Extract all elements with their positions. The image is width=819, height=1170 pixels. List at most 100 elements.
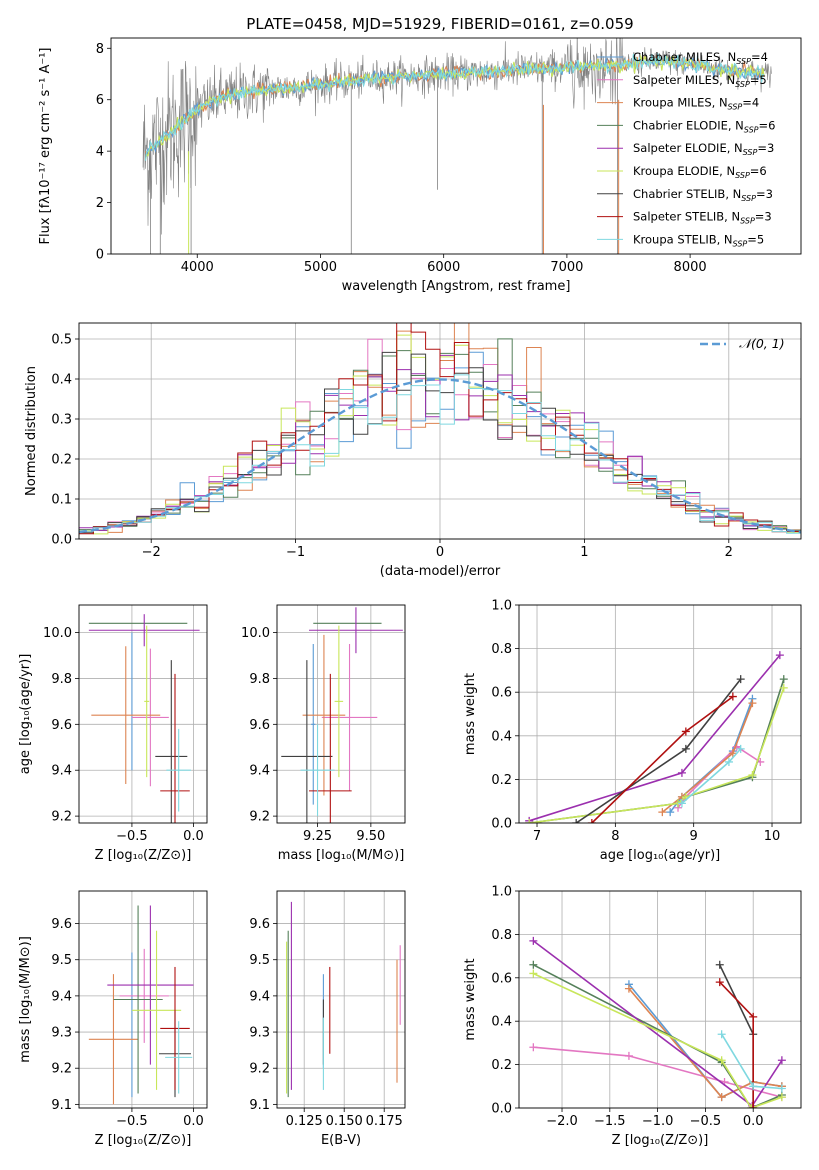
mass_weight_vs_age-ytick-label: 0.0 [491, 817, 512, 832]
mass_vs_ebv-xtick-label: 0.125 [286, 1114, 323, 1129]
mass-weight-marker-kroupa_elodie [529, 969, 538, 978]
spectrum-plot: 4000 5000 6000 7000 8000 0 2 4 6 8 wavelength [Ang… [38, 37, 802, 294]
age_vs_Z-ylabel: age [log₁₀(age/yr)] [18, 654, 33, 775]
mass_weight_vs_Z-ytick-label: 0.2 [491, 1058, 512, 1073]
mass_weight_vs_Z-xtick-label: 0.0 [743, 1114, 764, 1129]
mass-weight-marker-kroupa_elodie [748, 771, 757, 780]
mass_weight_vs_Z-xtick-label: −1.0 [642, 1114, 674, 1129]
legend-label-chabrier_elodie: Chabrier ELODIE, NSSP=6 [633, 118, 775, 134]
residuals-ytick-label: 0.1 [51, 493, 72, 508]
mass_vs_ebv-ytick-label: 9.6 [249, 917, 270, 932]
mass_vs_ebv-ytick-label: 9.1 [249, 1098, 270, 1113]
legend-label-kroupa_miles: Kroupa MILES, NSSP=4 [633, 96, 759, 112]
age-vs-mass-plot: 9.25 9.50 9.2 9.4 9.6 9.8 10.0 mass [log₁₀(M/M⊙… [241, 604, 406, 863]
residuals-ytick-label: 0.3 [51, 413, 72, 428]
spectrum-xtick-label: 6000 [427, 260, 460, 275]
mass-weight-marker-kroupa_stelib [677, 799, 686, 808]
age_vs_Z-frame [78, 604, 208, 824]
age_vs_Z-ytick-label: 9.6 [51, 718, 72, 733]
mass_weight_vs_Z-xlabel: Z [log₁₀(Z/Z⊙)] [612, 1133, 709, 1148]
residuals-xlabel: (data-model)/error [380, 564, 501, 579]
mass_vs_ebv-xtick-label: 0.175 [366, 1114, 403, 1129]
mass_vs_Z-ytick-label: 9.5 [51, 953, 72, 968]
mass-weight-line-kroupa_elodie [532, 972, 783, 1108]
mass-weight-marker-kroupa_stelib [736, 744, 745, 753]
mass_weight_vs_age-xtick-label: 8 [611, 829, 619, 844]
age_vs_Z-ytick-label: 9.2 [51, 810, 72, 825]
mass_vs_Z-ytick-label: 9.3 [51, 1026, 72, 1041]
age-vs-metallicity-plot: −0.5 0.0 9.2 9.4 9.6 9.8 10.0 Z [log₁₀(Z/Z⊙)] ag… [18, 604, 208, 863]
mass_weight_vs_age-frame [518, 604, 802, 824]
mass-weight-marker-salpeter_elodie [677, 768, 686, 777]
residuals-ytick-label: 0.0 [51, 533, 72, 548]
age_vs_mass-ytick-label: 9.2 [249, 810, 270, 825]
mass_weight_vs_Z-plot-area [529, 936, 786, 1108]
residuals-histogram: −2 −1 0 1 2 0.0 0.1 0.2 0.3 0.4 0.5 (data-model)/er… [24, 322, 802, 579]
mass-weight-marker-kroupa_elodie [779, 683, 788, 692]
mass-weight-marker-kroupa_elodie [717, 1056, 726, 1065]
mass-weight-marker-chabrier_stelib [736, 675, 745, 684]
mass_vs_ebv-ytick-label: 9.2 [249, 1062, 270, 1077]
spectrum-plot-area [142, 38, 772, 254]
mass_weight_vs_age-xtick-label: 7 [533, 829, 541, 844]
mass_vs_ebv-ytick-label: 9.4 [249, 989, 270, 1004]
mass_vs_ebv-frame [276, 890, 406, 1109]
spectrum-model-line-kroupa_stelib [144, 53, 765, 161]
mass-vs-ebv-plot: 0.125 0.150 0.175 9.1 9.2 9.3 9.4 9.5 9.6 E(B-V) [249, 890, 406, 1148]
mass_weight_vs_age-ytick-label: 0.2 [491, 773, 512, 788]
spectrum-ylabel: Flux [fλ10⁻¹⁷ erg cm⁻² s⁻¹ A⁻¹] [38, 48, 53, 245]
mass_vs_ebv-xtick-label: 0.150 [326, 1114, 363, 1129]
mass-weight-marker-chabrier_miles [666, 808, 675, 817]
mass-weight-line-kroupa_miles [628, 988, 783, 1099]
gaussian-legend-label: 𝒩(0, 1) [739, 336, 785, 351]
residuals-xtick-label: 0 [436, 545, 444, 560]
residuals-plot-area [79, 323, 801, 537]
mass_weight_vs_age-ytick-label: 0.6 [491, 686, 512, 701]
spectrum-xtick-label: 4000 [181, 260, 214, 275]
spectrum-legend: Chabrier MILES, NSSP=4 Salpeter MILES, NS… [597, 50, 775, 248]
mass-vs-metallicity-plot: −0.5 0.0 9.1 9.2 9.3 9.4 9.5 9.6 Z [log₁₀(Z/Z⊙)]… [18, 890, 208, 1148]
legend-label-salpeter_elodie: Salpeter ELODIE, NSSP=3 [633, 141, 774, 157]
residuals-xtick-label: −2 [142, 545, 161, 560]
age_vs_mass-plot-area [281, 607, 403, 823]
age_vs_Z-xtick-label: 0.0 [183, 829, 204, 844]
gaussian-reference-curve [79, 378, 801, 534]
spectrum-ytick-label: 8 [96, 42, 104, 57]
mass_weight_vs_age-ytick-label: 0.8 [491, 642, 512, 657]
age_vs_mass-xlabel: mass [log₁₀(M/M⊙)] [278, 848, 405, 863]
legend-label-chabrier_stelib: Chabrier STELIB, NSSP=3 [633, 187, 773, 203]
residuals-xtick-label: −1 [286, 545, 305, 560]
mass-weight-marker-salpeter_elodie [777, 1056, 786, 1065]
mass-weight-marker-kroupa_miles [658, 808, 667, 817]
age_vs_Z-plot-area [88, 614, 200, 823]
mass_vs_Z-xlabel: Z [log₁₀(Z/Z⊙)] [95, 1133, 192, 1148]
mass_vs_Z-ytick-label: 9.1 [51, 1098, 72, 1113]
mass-weight-vs-metallicity-plot: −2.0 −1.5 −1.0 −0.5 0.0 0.0 0.2 0.4 0.6 0.8 1.0 Z [… [463, 885, 802, 1148]
mass-weight-marker-salpeter_stelib [587, 819, 596, 823]
mass-weight-marker-salpeter_elodie [529, 936, 538, 945]
mass_vs_Z-frame [78, 890, 208, 1109]
mass_weight_vs_age-xtick-label: 9 [690, 829, 698, 844]
residuals-xtick-label: 2 [725, 545, 733, 560]
mass-weight-marker-chabrier_stelib [715, 960, 724, 969]
mass-weight-marker-salpeter_stelib [749, 1104, 758, 1108]
age_vs_Z-xtick-label: −0.5 [116, 829, 148, 844]
spectrum-ytick-label: 0 [96, 248, 104, 263]
spectrum-ytick-label: 6 [96, 93, 104, 108]
mass_vs_ebv-ytick-label: 9.3 [249, 1026, 270, 1041]
residuals-ytick-label: 0.5 [51, 333, 72, 348]
spectrum-ytick-label: 2 [96, 196, 104, 211]
residuals-ylabel: Normed distribution [24, 366, 39, 496]
mass_weight_vs_Z-xtick-label: −2.0 [546, 1114, 578, 1129]
mass-weight-marker-kroupa_miles [748, 699, 757, 708]
legend-label-salpeter_miles: Salpeter MILES, NSSP=5 [633, 73, 767, 89]
legend-label-kroupa_stelib: Kroupa STELIB, NSSP=5 [633, 232, 764, 248]
mass-weight-marker-kroupa_elodie [525, 819, 534, 823]
mass-weight-marker-kroupa_stelib [724, 757, 733, 766]
mass_weight_vs_Z-ylabel: mass weight [463, 958, 478, 1040]
mass_weight_vs_age-ylabel: mass weight [463, 673, 478, 755]
mass_weight_vs_Z-xtick-label: −0.5 [690, 1114, 722, 1129]
mass-weight-marker-kroupa_stelib [717, 1030, 726, 1039]
